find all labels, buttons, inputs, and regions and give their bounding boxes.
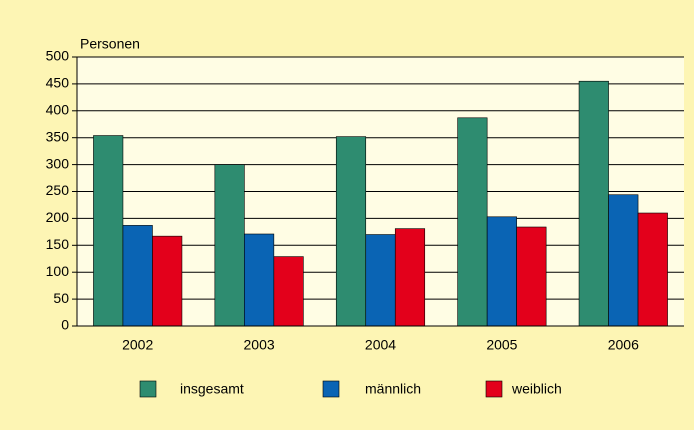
legend-swatch [485,380,503,398]
y-tick-label: 450 [46,75,70,91]
x-tick-label: 2006 [608,337,639,353]
bar [152,235,183,327]
legend-label: insgesamt [180,381,244,397]
bar [273,256,304,327]
bar [394,228,426,327]
bar [578,80,609,327]
bar [365,234,396,327]
bar [93,135,124,327]
y-tick-label: 150 [46,236,70,252]
legend-label: männlich [365,381,421,397]
y-tick-label: 400 [46,102,70,118]
x-tick-label: 2004 [365,337,396,353]
y-tick-label: 0 [61,317,69,333]
y-tick-label: 250 [46,182,70,198]
x-tick-label: 2005 [486,337,517,353]
bar [335,136,367,327]
y-tick-label: 50 [53,290,69,306]
x-tick-label: 2003 [244,337,275,353]
bar [637,212,668,327]
legend-label: weiblich [511,381,562,397]
bar [244,233,275,327]
bar [516,226,547,327]
bar [608,194,639,327]
y-axis-label: Personen [80,36,140,52]
y-tick-label: 200 [46,209,70,225]
y-tick-label: 100 [46,263,70,279]
legend-swatch [139,380,157,398]
y-tick-label: 500 [46,48,70,64]
bar [122,225,153,327]
legend-swatch [322,380,340,398]
bar [457,117,488,327]
bar [486,216,517,327]
y-tick-label: 300 [46,155,70,171]
x-tick-label: 2002 [122,337,153,353]
y-tick-label: 350 [46,128,70,144]
bar [214,164,245,327]
